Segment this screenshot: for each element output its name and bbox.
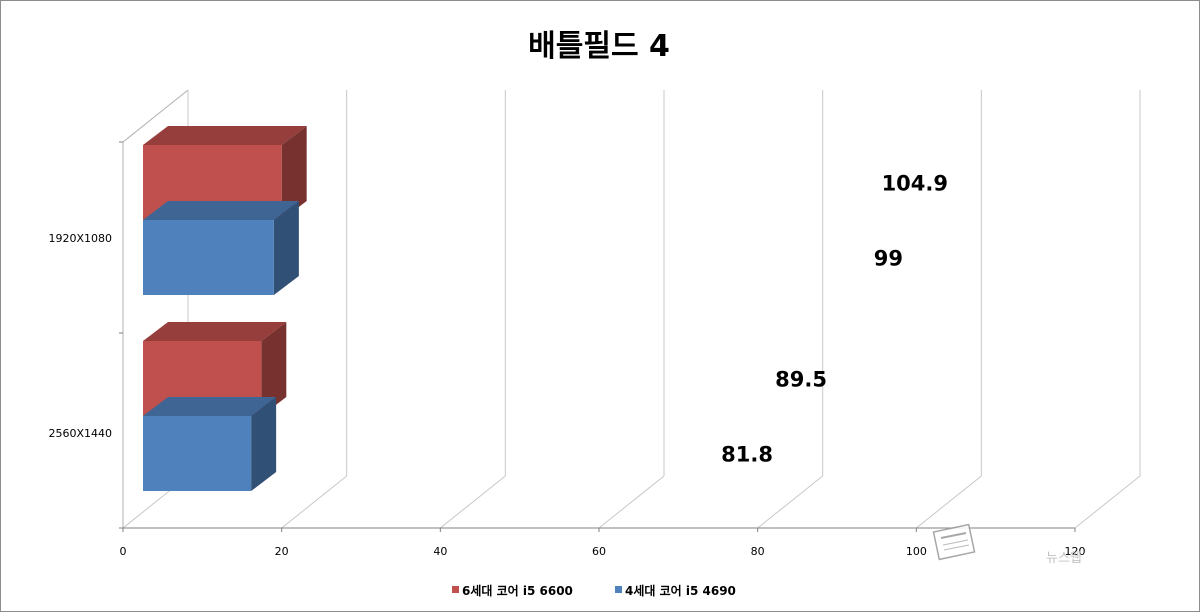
bar-front-face [143, 416, 252, 491]
legend-swatch [615, 586, 622, 593]
x-tick-label: 0 [120, 545, 127, 558]
bar [143, 397, 277, 491]
floor-gridline [281, 475, 347, 529]
bar [143, 201, 299, 295]
bar-side-face [261, 322, 287, 416]
bar-front-face [143, 220, 274, 295]
data-label: 81.8 [721, 443, 773, 467]
bar-top-face [143, 322, 287, 341]
x-tick-label: 100 [906, 545, 927, 558]
bar-side-face [281, 126, 307, 220]
floor-gridline [916, 475, 982, 529]
data-label: 89.5 [775, 368, 827, 392]
newspaper-line [943, 544, 970, 551]
category-label: 2560X1440 [48, 427, 112, 440]
watermark: 뉴스웹 [932, 523, 1082, 566]
bar-side-face [273, 201, 299, 295]
bars-layer [143, 126, 307, 491]
newspaper-line [942, 539, 969, 546]
bar-top-face [143, 126, 307, 145]
category-label: 1920X1080 [48, 232, 112, 245]
labels-layer: 0 20 40 60 80 100 120 1920X1080 104.9 99 2560X1440… [48, 172, 1085, 559]
chart-title: 배틀필드 4 [528, 29, 670, 64]
watermark-text: 뉴스웹 [1046, 551, 1082, 566]
x-tick-label: 40 [433, 545, 447, 558]
data-label: 99 [874, 247, 903, 271]
x-tick-label: 20 [275, 545, 289, 558]
bar-top-face [143, 397, 277, 416]
x-tick-label: 60 [592, 545, 606, 558]
bar-side-face [251, 397, 277, 491]
floor-gridline [598, 475, 665, 529]
legend-swatch [452, 586, 459, 593]
floor-gridline [1074, 475, 1141, 529]
floor-gridline [440, 475, 506, 529]
legend-label: 4세대 코어 i5 4690 [625, 583, 736, 598]
bar-top-face [143, 201, 299, 220]
legend-label: 6세대 코어 i5 6600 [462, 583, 573, 598]
x-tick-label: 120 [1065, 545, 1086, 558]
side-wall-top-edge [122, 89, 189, 143]
floor-gridline [757, 475, 823, 529]
legend: 6세대 코어 i5 6600 4세대 코어 i5 4690 [452, 583, 736, 598]
newspaper-icon [932, 523, 976, 561]
x-tick-label: 80 [751, 545, 765, 558]
data-label: 104.9 [882, 172, 948, 196]
newspaper-line [940, 532, 967, 539]
